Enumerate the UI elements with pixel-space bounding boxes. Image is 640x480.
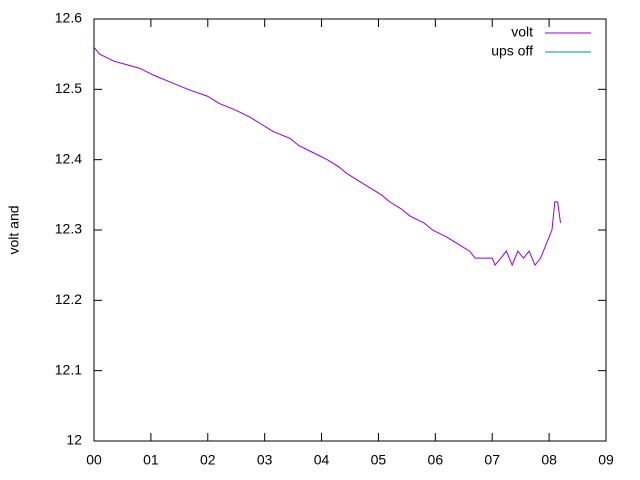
y-axis-label: volt and [6, 205, 22, 254]
y-tick-label: 12.3 [55, 221, 82, 237]
x-tick-label: 01 [143, 452, 159, 468]
series-line [93, 46, 561, 267]
x-tick-label: 09 [598, 452, 614, 468]
x-tick-label: 07 [484, 452, 500, 468]
x-tick-label: 04 [314, 452, 330, 468]
x-tick-label: 02 [200, 452, 216, 468]
y-tick-label: 12.1 [55, 361, 82, 377]
x-tick-label: 06 [428, 452, 444, 468]
y-tick-label: 12.4 [55, 150, 82, 166]
legend-label: ups off [491, 43, 533, 59]
y-tick-label: 12.5 [55, 80, 82, 96]
x-tick-label: 03 [257, 452, 273, 468]
y-tick-label: 12 [66, 432, 82, 448]
y-tick-label: 12.2 [55, 291, 82, 307]
x-tick-label: 00 [86, 452, 102, 468]
x-tick-label: 08 [541, 452, 557, 468]
x-tick-label: 05 [371, 452, 387, 468]
legend-label: volt [511, 24, 533, 40]
y-tick-label: 12.6 [55, 10, 82, 26]
